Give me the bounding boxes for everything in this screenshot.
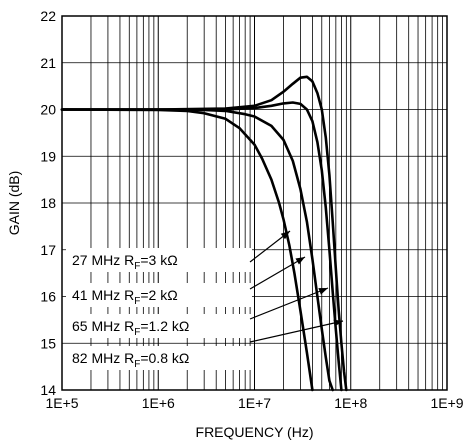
gain-curve-4 <box>60 108 314 392</box>
annotation-leader <box>249 287 329 320</box>
annotation-leader <box>249 320 344 343</box>
y-tick-label: 18 <box>40 195 56 211</box>
annotation-bg <box>66 346 252 370</box>
curve-annotation-4: 82 MHz RF=0.8 kΩ <box>72 350 189 370</box>
x-tick-label: 1E+8 <box>334 395 367 411</box>
y-axis-label: GAIN (dB) <box>6 171 22 236</box>
curve-annotation-2: 41 MHz RF=2 kΩ <box>72 287 178 307</box>
x-tick-label: 1E+5 <box>45 395 78 411</box>
y-tick-label: 22 <box>40 8 56 24</box>
gain-curve-3 <box>60 108 335 392</box>
annotation-bg <box>66 283 252 307</box>
annotation-bg <box>66 314 252 338</box>
gain-curve-2 <box>60 101 343 392</box>
annotation-bg <box>66 248 252 272</box>
y-tick-label: 14 <box>40 382 56 398</box>
annotations: 27 MHz RF=3 kΩ 41 MHz RF=2 kΩ 65 MHz RF=1.… <box>66 230 344 370</box>
y-tick-label: 15 <box>40 335 56 351</box>
gain-curve-1 <box>60 75 348 392</box>
curves <box>60 75 348 392</box>
curve-annotation-3: 65 MHz RF=1.2 kΩ <box>72 318 189 338</box>
y-tick-label: 19 <box>40 148 56 164</box>
y-tick-label: 20 <box>40 102 56 118</box>
annotation-arrowhead <box>333 319 343 327</box>
x-tick-label: 1E+6 <box>142 395 175 411</box>
annotation-arrowhead <box>318 288 328 295</box>
plot-frame <box>61 15 448 391</box>
annotation-arrowhead <box>280 231 290 240</box>
x-tick-label: 1E+9 <box>430 395 463 411</box>
annotation-arrowhead <box>295 257 305 265</box>
y-tick-label: 16 <box>40 289 56 305</box>
annotation-leader <box>249 256 306 290</box>
y-tick-label: 21 <box>40 55 56 71</box>
x-axis-label: FREQUENCY (Hz) <box>196 424 314 440</box>
curve-annotation-1: 27 MHz RF=3 kΩ <box>72 252 178 272</box>
x-tick-label: 1E+7 <box>238 395 271 411</box>
tick-labels: 14 15 16 17 18 19 20 21 22 1E+5 1E+6 1E+7 1E+8 1E+9 <box>40 8 463 411</box>
y-tick-label: 17 <box>40 242 56 258</box>
